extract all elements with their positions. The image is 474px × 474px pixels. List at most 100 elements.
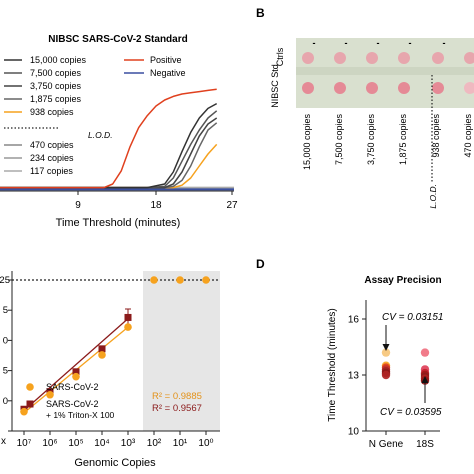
legend-lod-label: L.O.D. [88,130,113,140]
data-point-sars [202,276,210,284]
control-mark: - [409,38,412,48]
data-point-triton [98,345,106,353]
y-tick-label: 0 [3,396,8,407]
y-tick-label: 13 [348,371,360,382]
control-well [366,52,378,64]
control-mark: - [377,38,380,48]
data-point-sars [46,390,54,399]
cv-top-label: CV = 0.03151 [382,312,443,323]
x-tick-label: 10⁴ [94,438,109,449]
r2-triton: R² = 0.9567 [152,403,202,414]
x-tick-label: 10¹ [173,438,188,449]
y-tick-label: 25 [0,275,10,286]
panel-a-x-label: Time Threshold (minutes) [56,217,181,229]
cv-top-arrowhead [382,344,390,351]
legend-sars-label: SARS-CoV-2 [46,382,99,392]
legend-label-copies: 7,500 copies [30,68,82,78]
x-tick-label: 18 [150,200,162,211]
panel-d-letter: D [256,257,265,271]
data-point-sars [98,351,106,359]
control-mark: - [443,38,446,48]
legend-label-control: Negative [150,68,186,78]
control-mark: - [313,38,316,48]
plate-wells: ------ [302,38,474,94]
panel-d-title: Assay Precision [364,275,441,286]
y-tick-label: 16 [348,315,360,326]
x-tick-label: 10⁵ [68,438,83,449]
x-tick-label: N Gene [369,439,404,450]
precision-point [420,348,430,357]
control-well [302,52,314,64]
sample-well [334,82,346,94]
data-point-sars [20,407,28,416]
legend-label-copies: 938 copies [30,107,74,117]
r2-sars: R² = 0.9885 [152,391,202,402]
control-well [432,52,444,64]
legend-triton-marker [26,400,34,408]
panel-b-row-label-std: NIBSC Std [270,64,280,108]
column-label: 1,875 copies [398,114,408,166]
panel-a-x-ticks: 9 18 27 [75,191,238,211]
plate-photo-band [296,67,474,75]
panel-c-x-label: Genomic Copies [74,457,156,469]
panel-c-x-ticks: 10⁷ 10⁶ 10⁵ 10⁴ 10³ 10² 10¹ 10⁰ [17,431,214,449]
data-point-sars [72,372,80,381]
legend-label-copies: 234 copies [30,153,74,163]
x-tick-label: 10⁶ [42,438,57,449]
control-well [334,52,346,64]
column-label: 7,500 copies [334,114,344,166]
panel-c-x-prefix: x [1,436,6,447]
data-point-sars [150,276,158,284]
panel-b-row-label-ctrls: Ctrls [275,47,285,66]
legend-label-copies: 1,875 copies [30,94,82,104]
panel-c-plot [20,276,210,416]
panel-a-title: NIBSC SARS-CoV-2 Standard [48,34,187,45]
panel-d-y-label: Time Threshold (minutes) [327,308,338,421]
regression-line-triton [23,318,129,411]
legend-label-copies: 15,000 copies [30,55,87,65]
data-point-triton [72,368,80,376]
data-point-sars [176,276,184,284]
panel-a: NIBSC SARS-CoV-2 Standard 15,000 copies 7… [0,34,238,229]
data-point-triton [124,313,132,321]
panel-d: D Assay Precision Time Threshold (minute… [256,257,443,450]
panel-b: B Ctrls NIBSC Std ------ 15,000 copies7,… [256,6,474,209]
panel-c-y-ticks: 25 5 0 5 0 [0,275,12,432]
control-mark: - [345,38,348,48]
precision-point [381,370,391,380]
data-point-sars [124,323,132,331]
x-tick-label: 10⁰ [198,438,213,449]
column-label: 938 copies [431,114,441,158]
sample-well [366,82,378,94]
x-tick-label: 10² [147,438,162,449]
sample-well [302,82,314,94]
cv-bottom-arrowhead [421,376,429,383]
y-tick-label: 0 [3,335,8,346]
panel-b-lod-label: L.O.D. [428,184,438,209]
sample-well [464,82,474,94]
cv-bottom-label: CV = 0.03595 [380,407,442,418]
series-line-15-000-copies [0,102,218,189]
x-tick-label: 9 [75,200,81,211]
legend-triton-label-2: + 1% Triton-X 100 [46,410,115,420]
x-tick-label: 10⁷ [17,438,32,449]
series-line-positive [0,88,217,189]
panel-b-letter: B [256,6,265,20]
sample-well [432,82,444,94]
precision-point [381,348,391,357]
y-tick-label: 5 [3,366,8,377]
panel-a-legend: 15,000 copies 7,500 copies 3,750 copies 1,8… [4,55,186,176]
panel-c-shaded-region [143,271,220,431]
legend-label-control: Positive [150,55,182,65]
y-tick-label: 10 [348,427,360,438]
control-well [464,52,474,64]
panel-b-column-labels: 15,000 copies 7,500 copies 3,750 copies 1,8… [302,114,473,171]
x-tick-label: 27 [226,200,238,211]
column-label: 3,750 copies [366,114,376,166]
sample-well [398,82,410,94]
legend-label-copies: 117 copies [30,166,73,176]
column-label: 15,000 copies [302,114,312,171]
legend-sars-marker [26,383,34,391]
legend-triton-label-1: SARS-CoV-2 [46,399,99,409]
